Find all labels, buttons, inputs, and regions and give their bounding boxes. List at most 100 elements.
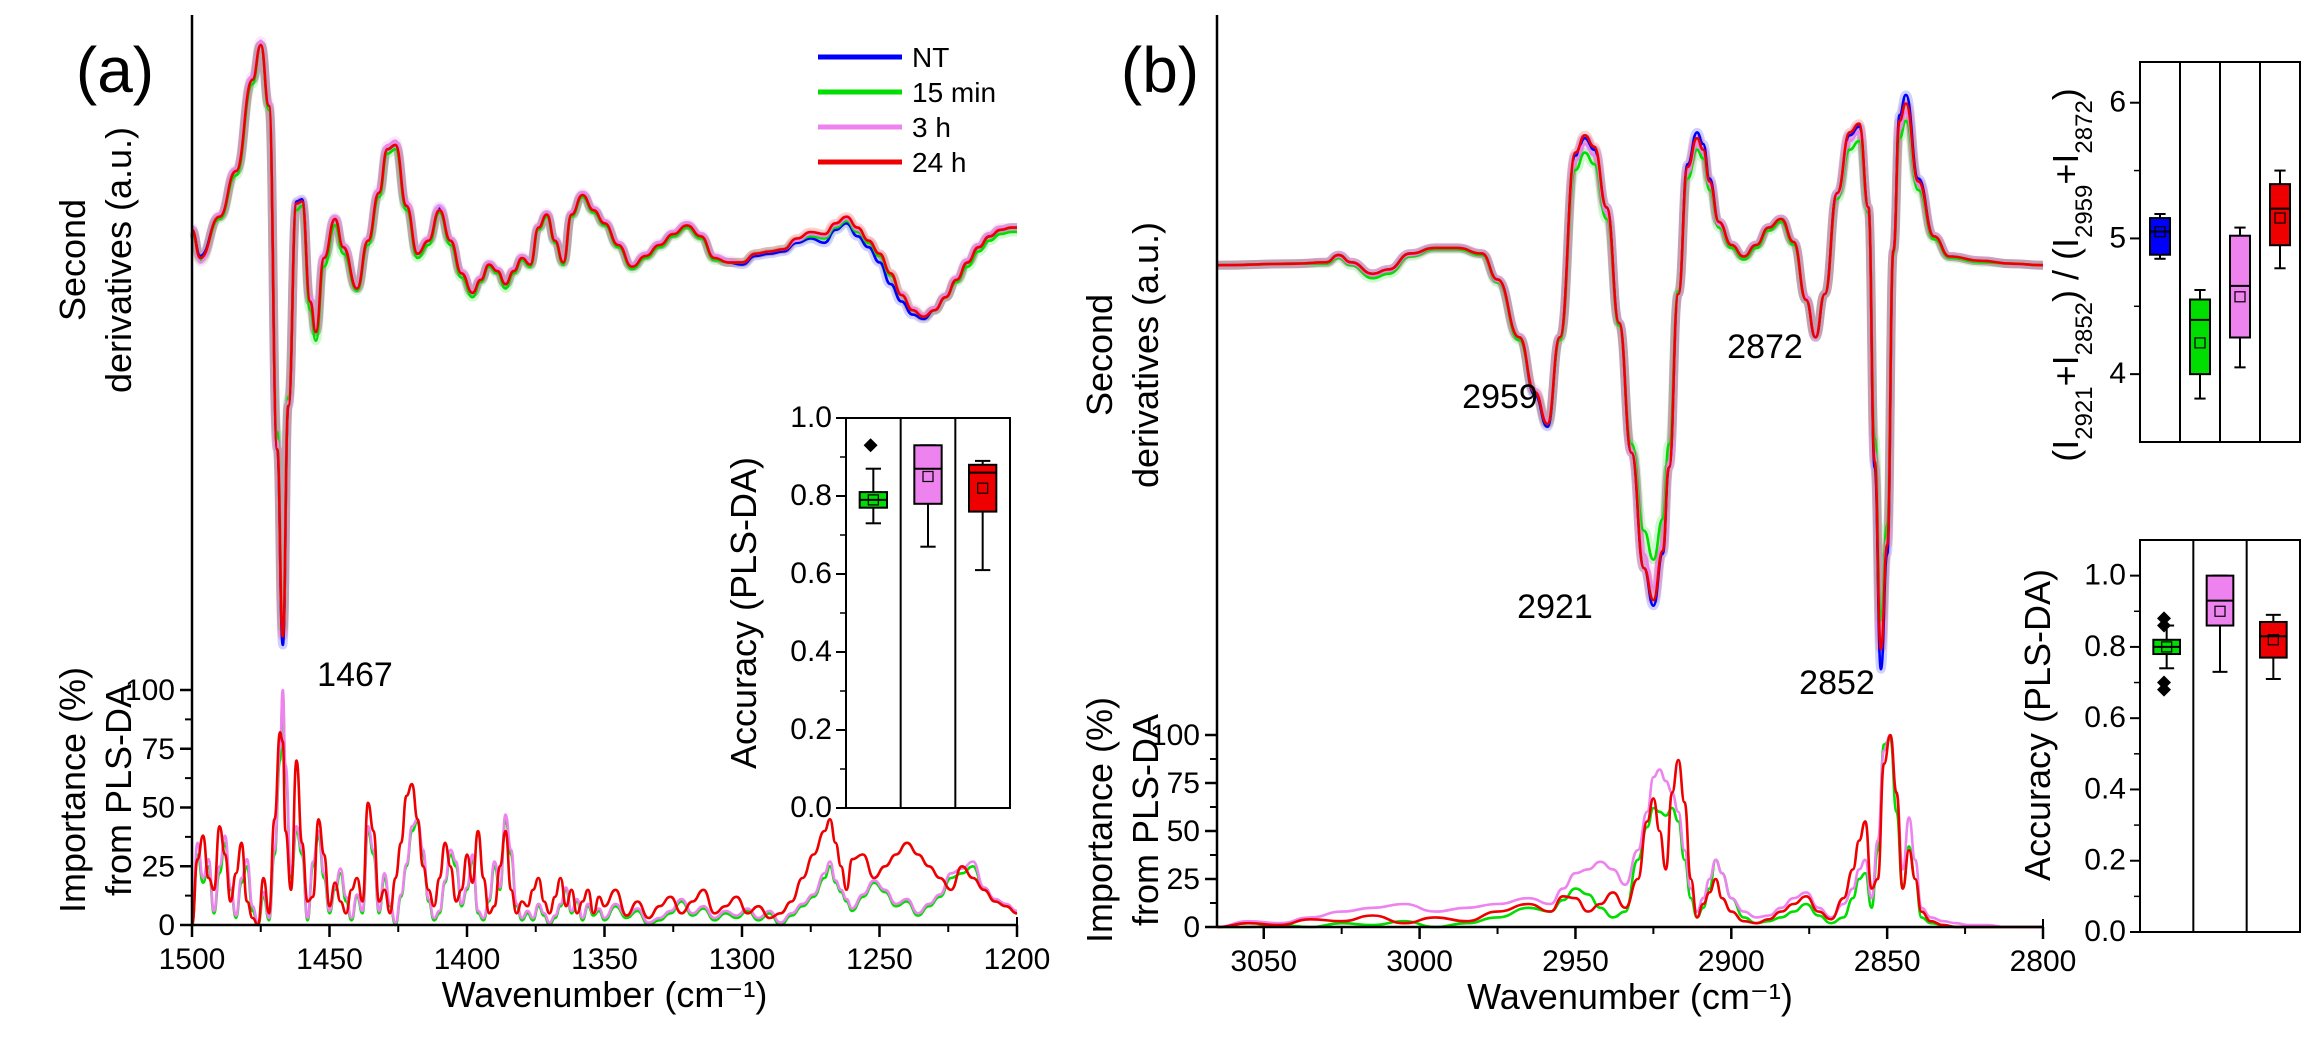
ylabel-text: +I bbox=[2045, 154, 2086, 185]
box-15-min bbox=[858, 438, 889, 525]
iqr-box bbox=[2189, 298, 2211, 376]
box-ytick-label: 1.0 bbox=[2084, 559, 2126, 592]
box-24-h bbox=[2259, 613, 2288, 680]
legend-label: 24 h bbox=[912, 147, 967, 178]
ylabel-subscript: 2872 bbox=[2071, 100, 2098, 153]
ylabel-line: Second bbox=[52, 199, 93, 321]
box-ytick-label: 4 bbox=[2109, 357, 2126, 390]
x-axis-label: Wavenumber (cm⁻¹) bbox=[442, 974, 768, 1015]
box-ytick-label: 0.2 bbox=[790, 713, 832, 746]
y-tick-label: 50 bbox=[142, 792, 175, 825]
second-derivative-plot bbox=[187, 36, 1017, 650]
sd-line-24-h bbox=[1216, 102, 2044, 651]
ylabel-text: ) bbox=[2045, 88, 2086, 100]
legend-label: 3 h bbox=[912, 112, 951, 143]
box-NT bbox=[2149, 213, 2171, 260]
peak-annotation: 1467 bbox=[317, 656, 393, 694]
mean-marker bbox=[922, 470, 934, 483]
outlier-point bbox=[2157, 618, 2171, 633]
legend-label: 15 min bbox=[912, 77, 996, 108]
box-ytick-label: 0.4 bbox=[2084, 772, 2126, 805]
panel-b: 3050 3000 2950 2900 2850 2800 Wavenumber (cm⁻¹… bbox=[1079, 15, 2076, 1017]
box-3-h bbox=[2229, 226, 2251, 369]
box-ytick-label: 5 bbox=[2109, 221, 2126, 254]
outlier-point bbox=[863, 438, 878, 453]
importance-line-24-h bbox=[190, 731, 1018, 927]
iqr-box bbox=[913, 444, 943, 505]
ylabel-subscript: 2921 bbox=[2071, 386, 2098, 439]
outlier-point bbox=[2157, 682, 2171, 697]
accuracy-ylabel-b: Accuracy (PLS-DA) bbox=[2017, 569, 2058, 881]
mean-marker bbox=[977, 482, 989, 494]
second-derivative-plot bbox=[1216, 90, 2044, 674]
intensity-ratio-ylabel: (I2921+I2852) / (I2959+I2872) bbox=[2045, 88, 2098, 462]
box-plot-frame bbox=[2139, 539, 2301, 933]
ylabel-line: Second bbox=[1079, 294, 1120, 416]
second-derivatives-ylabel: Second derivatives (a.u.) bbox=[52, 127, 139, 393]
panel-a: 1500 1450 1400 1350 1300 1250 1200 Wavenumber (… bbox=[52, 15, 1050, 1015]
y-tick-label: 100 bbox=[1150, 719, 1200, 752]
importance-ylabel: Importance (%) from PLS-DA bbox=[1079, 697, 1166, 943]
x-tick-label: 3000 bbox=[1386, 945, 1453, 978]
outlier-point bbox=[2157, 675, 2171, 690]
mean-marker bbox=[2234, 291, 2246, 303]
y-tick-label: 50 bbox=[1167, 815, 1200, 848]
ylabel-subscript: 2852 bbox=[2071, 302, 2098, 355]
box-ytick-label: 0.4 bbox=[790, 635, 832, 668]
box-ytick-label: 0.0 bbox=[790, 791, 832, 824]
outlier-point bbox=[2157, 611, 2171, 626]
y-tick-label: 0 bbox=[158, 909, 175, 942]
box-15-min bbox=[2189, 289, 2211, 400]
ylabel-line: from PLS-DA bbox=[1125, 714, 1166, 926]
ylabel-text: ) / (I bbox=[2045, 238, 2086, 302]
box-ytick-label: 0.8 bbox=[2084, 630, 2126, 663]
accuracy-plot-b: 0.0 0.2 0.4 0.6 0.8 1.0 Accuracy (PLS-DA) bbox=[2017, 539, 2301, 948]
y-tick-label: 100 bbox=[125, 674, 175, 707]
mean-marker bbox=[867, 494, 879, 506]
y-tick-label: 25 bbox=[142, 850, 175, 883]
x-tick-label: 1350 bbox=[571, 943, 638, 976]
importance-line-15-min bbox=[190, 693, 1018, 927]
panel-label: (b) bbox=[1121, 34, 1199, 106]
x-tick-label: 2950 bbox=[1542, 945, 1609, 978]
importance-ylabel: Importance (%) from PLS-DA bbox=[52, 667, 139, 913]
ylabel-subscript: 2959 bbox=[2071, 185, 2098, 238]
box-ytick-label: 0.6 bbox=[2084, 701, 2126, 734]
ylabel-line: Importance (%) bbox=[52, 667, 93, 913]
mean-marker bbox=[2154, 226, 2166, 238]
peak-annotation: 2959 bbox=[1462, 378, 1538, 416]
x-tick-label: 1250 bbox=[846, 943, 913, 976]
x-tick-label: 3050 bbox=[1230, 945, 1297, 978]
peak-annotation: 2921 bbox=[1517, 588, 1593, 626]
y-tick-label: 0 bbox=[1183, 911, 1200, 944]
box-ytick-label: 1.0 bbox=[790, 401, 832, 434]
ylabel-line: derivatives (a.u.) bbox=[98, 127, 139, 393]
importance-line-3-h bbox=[190, 688, 1018, 927]
x-tick-label: 2800 bbox=[2010, 945, 2077, 978]
importance-plot bbox=[190, 688, 1018, 927]
x-tick-label: 1500 bbox=[159, 943, 226, 976]
box-3-h bbox=[913, 444, 943, 548]
inset-ylabel: Accuracy (PLS-DA) bbox=[723, 457, 764, 769]
y-tick-label: 25 bbox=[1167, 863, 1200, 896]
box-ytick-label: 0.2 bbox=[2084, 844, 2126, 877]
x-tick-label: 1400 bbox=[434, 943, 501, 976]
legend: NT 15 min 3 h 24 h bbox=[818, 42, 996, 178]
box-3-h bbox=[2205, 574, 2235, 673]
ylabel-line: Importance (%) bbox=[1079, 697, 1120, 943]
box-ytick-label: 0.8 bbox=[790, 479, 832, 512]
mean-marker bbox=[2267, 634, 2279, 646]
box-ytick-label: 6 bbox=[2109, 86, 2126, 119]
peak-annotation: 2852 bbox=[1799, 664, 1875, 702]
importance-line-24-h bbox=[1216, 733, 2043, 929]
y-tick-label: 75 bbox=[1167, 767, 1200, 800]
mean-marker bbox=[2274, 212, 2286, 224]
x-axis-label: Wavenumber (cm⁻¹) bbox=[1467, 976, 1793, 1017]
ylabel-text: (I bbox=[2045, 440, 2086, 462]
ylabel-line: from PLS-DA bbox=[98, 684, 139, 896]
y-tick-label: 75 bbox=[142, 733, 175, 766]
ylabel-text: +I bbox=[2045, 355, 2086, 386]
sd-line-24-h bbox=[190, 43, 1017, 638]
box-ytick-label: 0.0 bbox=[2084, 915, 2126, 948]
importance-line-3-h bbox=[1216, 733, 2043, 929]
